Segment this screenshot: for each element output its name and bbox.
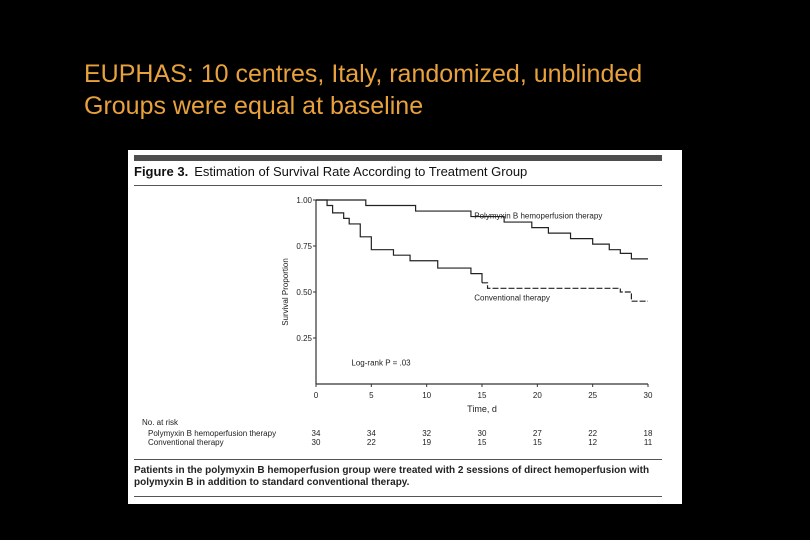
risk-row-label: Polymyxin B hemoperfusion therapy [148,429,276,438]
x-tick-label: 25 [588,391,597,400]
risk-row-label: Conventional therapy [148,438,224,447]
risk-count: 11 [644,438,653,447]
figure-heading: Figure 3. Estimation of Survival Rate Acc… [134,164,527,179]
y-tick-label: 1.00 [296,196,312,205]
risk-table-header: No. at risk [142,418,179,427]
figure-panel: Figure 3. Estimation of Survival Rate Acc… [128,150,682,504]
risk-count: 12 [588,438,597,447]
figure-heading-rule [134,185,662,186]
figure-caption: Patients in the polymyxin B hemoperfusio… [134,465,650,488]
series-line-conventional-dashed [482,282,648,302]
risk-count: 15 [533,438,542,447]
risk-count: 30 [478,429,487,438]
risk-count: 32 [422,429,431,438]
x-axis-title: Time, d [467,404,497,414]
risk-count: 22 [588,429,597,438]
slide-title: EUPHAS: 10 centres, Italy, randomized, u… [84,58,642,122]
risk-count: 19 [422,438,431,447]
series-label-polymyxin: Polymyxin B hemoperfusion therapy [474,211,602,220]
survival-chart: 0.25 0.50 0.75 1.00 0 5 10 15 20 25 30 Time, d Survi… [142,196,653,447]
figure-heading-text: Estimation of Survival Rate According to… [194,164,528,179]
risk-count: 27 [533,429,542,438]
risk-count: 18 [644,429,653,438]
figure-label: Figure 3. [134,164,189,179]
figure-top-bar [134,155,662,161]
y-tick-label: 0.50 [296,288,312,297]
x-tick-label: 5 [369,391,374,400]
series-label-conventional: Conventional therapy [474,293,550,302]
chart-series [316,199,648,302]
x-tick-label: 30 [644,391,653,400]
series-line-polymyxin [316,199,648,260]
y-tick-label: 0.25 [296,334,312,343]
chart-labels: Polymyxin B hemoperfusion therapy Convent… [351,211,602,367]
risk-table-rule [134,459,662,460]
x-tick-label: 20 [533,391,542,400]
y-tick-label: 0.75 [296,242,312,251]
risk-table: No. at risk Polymyxin B hemoperfusion the… [142,418,653,447]
logrank-annotation: Log-rank P = .03 [351,359,411,368]
y-axis-title: Survival Proportion [281,258,290,326]
risk-count: 22 [367,438,376,447]
risk-count: 34 [312,429,321,438]
risk-count: 34 [367,429,376,438]
risk-count: 15 [478,438,487,447]
figure-bottom-rule [134,496,662,497]
series-line-conventional [316,199,483,283]
risk-count: 30 [312,438,321,447]
slide-title-line-1: EUPHAS: 10 centres, Italy, randomized, u… [84,60,643,88]
chart-axes: 0.25 0.50 0.75 1.00 0 5 10 15 20 25 30 Time, d Survi… [281,196,653,414]
x-tick-label: 15 [478,391,487,400]
x-tick-label: 0 [314,391,319,400]
slide-title-line-2: Groups were equal at baseline [84,92,424,120]
x-tick-label: 10 [422,391,431,400]
